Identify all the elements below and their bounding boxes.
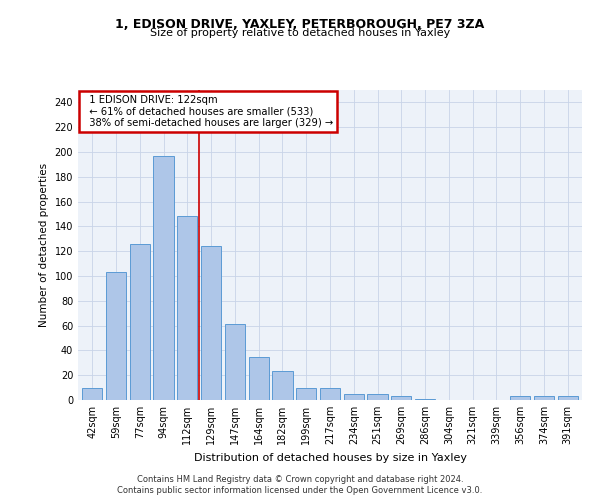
Bar: [344, 394, 364, 400]
Text: 1, EDISON DRIVE, YAXLEY, PETERBOROUGH, PE7 3ZA: 1, EDISON DRIVE, YAXLEY, PETERBOROUGH, P…: [115, 18, 485, 30]
Text: 1 EDISON DRIVE: 122sqm
  ← 61% of detached houses are smaller (533)
  38% of sem: 1 EDISON DRIVE: 122sqm ← 61% of detached…: [83, 94, 333, 128]
Bar: [82, 388, 103, 400]
Bar: [557, 396, 578, 400]
Bar: [272, 372, 293, 400]
Bar: [320, 388, 340, 400]
Bar: [130, 244, 150, 400]
Y-axis label: Number of detached properties: Number of detached properties: [39, 163, 49, 327]
Bar: [154, 156, 173, 400]
Bar: [201, 246, 221, 400]
Bar: [534, 396, 554, 400]
Bar: [415, 399, 435, 400]
Bar: [367, 394, 388, 400]
Bar: [225, 324, 245, 400]
Text: Size of property relative to detached houses in Yaxley: Size of property relative to detached ho…: [150, 28, 450, 38]
X-axis label: Distribution of detached houses by size in Yaxley: Distribution of detached houses by size …: [193, 452, 467, 462]
Bar: [248, 356, 269, 400]
Bar: [391, 396, 412, 400]
Bar: [296, 388, 316, 400]
Bar: [177, 216, 197, 400]
Text: Contains HM Land Registry data © Crown copyright and database right 2024.: Contains HM Land Registry data © Crown c…: [137, 475, 463, 484]
Bar: [106, 272, 126, 400]
Bar: [510, 396, 530, 400]
Text: Contains public sector information licensed under the Open Government Licence v3: Contains public sector information licen…: [118, 486, 482, 495]
